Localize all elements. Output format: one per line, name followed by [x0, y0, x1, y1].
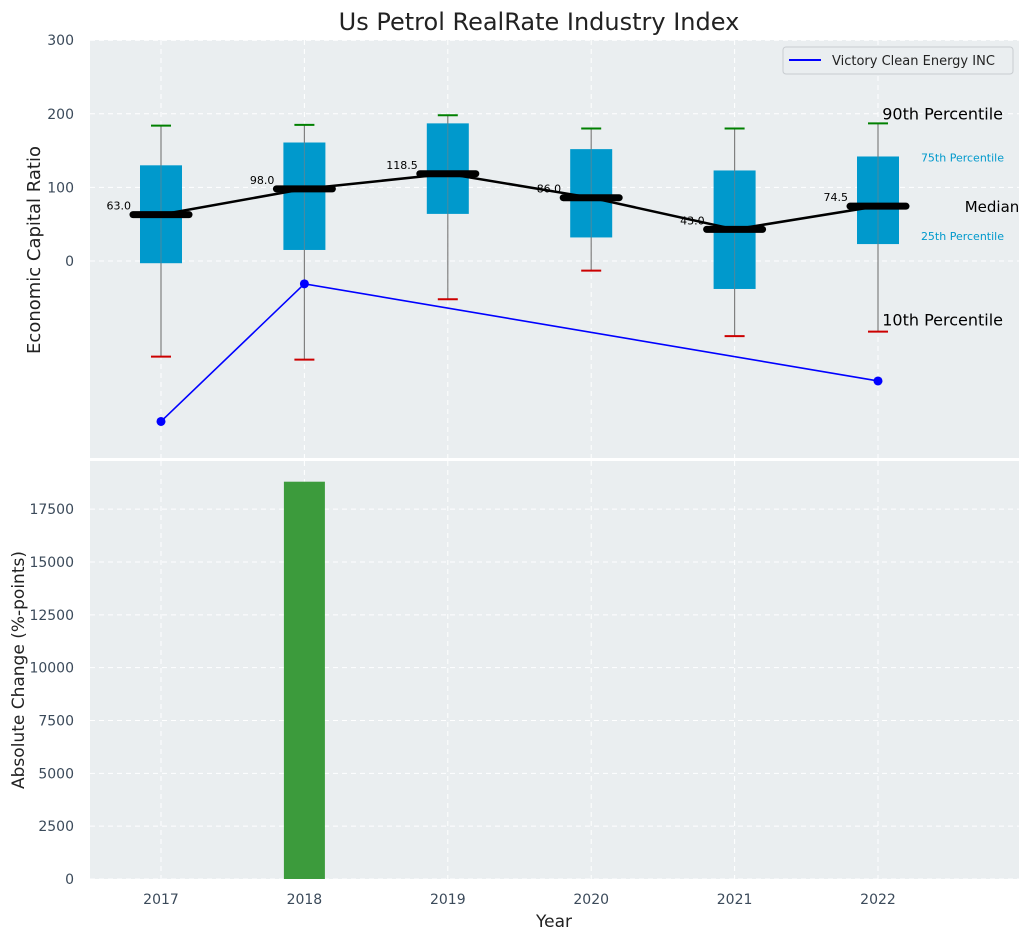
x-tick-label: 2018: [287, 892, 323, 908]
median-value-label: 74.5: [824, 191, 849, 204]
chart-title: Us Petrol RealRate Industry Index: [339, 8, 740, 36]
top-y-ticks: 0 100 200 300: [47, 33, 74, 270]
top-y-axis-label: Economic Capital Ratio: [24, 146, 45, 354]
legend: Victory Clean Energy INC: [782, 46, 1014, 75]
annotation-25th: 25th Percentile: [921, 230, 1004, 243]
median-value-label: 43.0: [680, 214, 705, 227]
annotation-90th: 90th Percentile: [882, 104, 1003, 123]
top-plot-area: [90, 40, 1019, 458]
annotation-10th: 10th Percentile: [882, 311, 1003, 330]
annotation-median: Median: [965, 198, 1020, 216]
legend-entry: Victory Clean Energy INC: [832, 54, 995, 69]
top-y-tick-label: 0: [65, 254, 74, 270]
x-tick-label: 2020: [573, 892, 609, 908]
median-value-label: 118.5: [386, 159, 418, 172]
bottom-y-tick-label: 12500: [29, 608, 74, 624]
company-point: [873, 376, 883, 386]
top-y-tick-label: 200: [47, 107, 74, 123]
median-value-label: 86.0: [537, 183, 562, 196]
bottom-y-tick-label: 0: [65, 872, 74, 888]
bar-marks: [283, 481, 325, 879]
bottom-grid: [90, 461, 1019, 880]
bottom-y-tick-label: 10000: [29, 661, 74, 677]
median-value-label: 63.0: [107, 200, 132, 213]
bottom-y-tick-label: 7500: [38, 714, 74, 730]
x-tick-label: 2019: [430, 892, 466, 908]
box-plot-marks: 63.0 98.0 118.5 86.0 43.0 74.5: [107, 114, 910, 426]
bottom-y-tick-label: 5000: [38, 766, 74, 782]
median-line: [160, 172, 879, 231]
x-tick-label: 2021: [717, 892, 753, 908]
bottom-y-axis-label: Absolute Change (%-points): [9, 551, 29, 789]
legend-box: [782, 46, 1014, 75]
median-value-label: 98.0: [250, 174, 275, 187]
bottom-y-tick-label: 15000: [29, 555, 74, 571]
top-y-tick-label: 300: [47, 33, 74, 49]
x-tick-label: 2017: [143, 892, 179, 908]
company-point: [156, 416, 166, 426]
top-y-tick-label: 100: [47, 180, 74, 196]
x-ticks: 2017 2018 2019 2020 2021 2022: [143, 892, 896, 908]
bottom-y-ticks: 0 2500 5000 7500 10000 12500 15000 17500: [29, 502, 74, 888]
company-point: [299, 279, 309, 289]
annotation-75th: 75th Percentile: [921, 151, 1004, 164]
percentile-annotations: 90th Percentile 75th Percentile Median 25th…: [882, 104, 1019, 329]
bottom-plot-area: [90, 461, 1019, 879]
change-bar: [283, 481, 325, 879]
bottom-y-tick-label: 2500: [38, 819, 74, 835]
bottom-y-tick-label: 17500: [29, 502, 74, 518]
x-axis-label: Year: [535, 912, 572, 932]
x-tick-label: 2022: [860, 892, 896, 908]
